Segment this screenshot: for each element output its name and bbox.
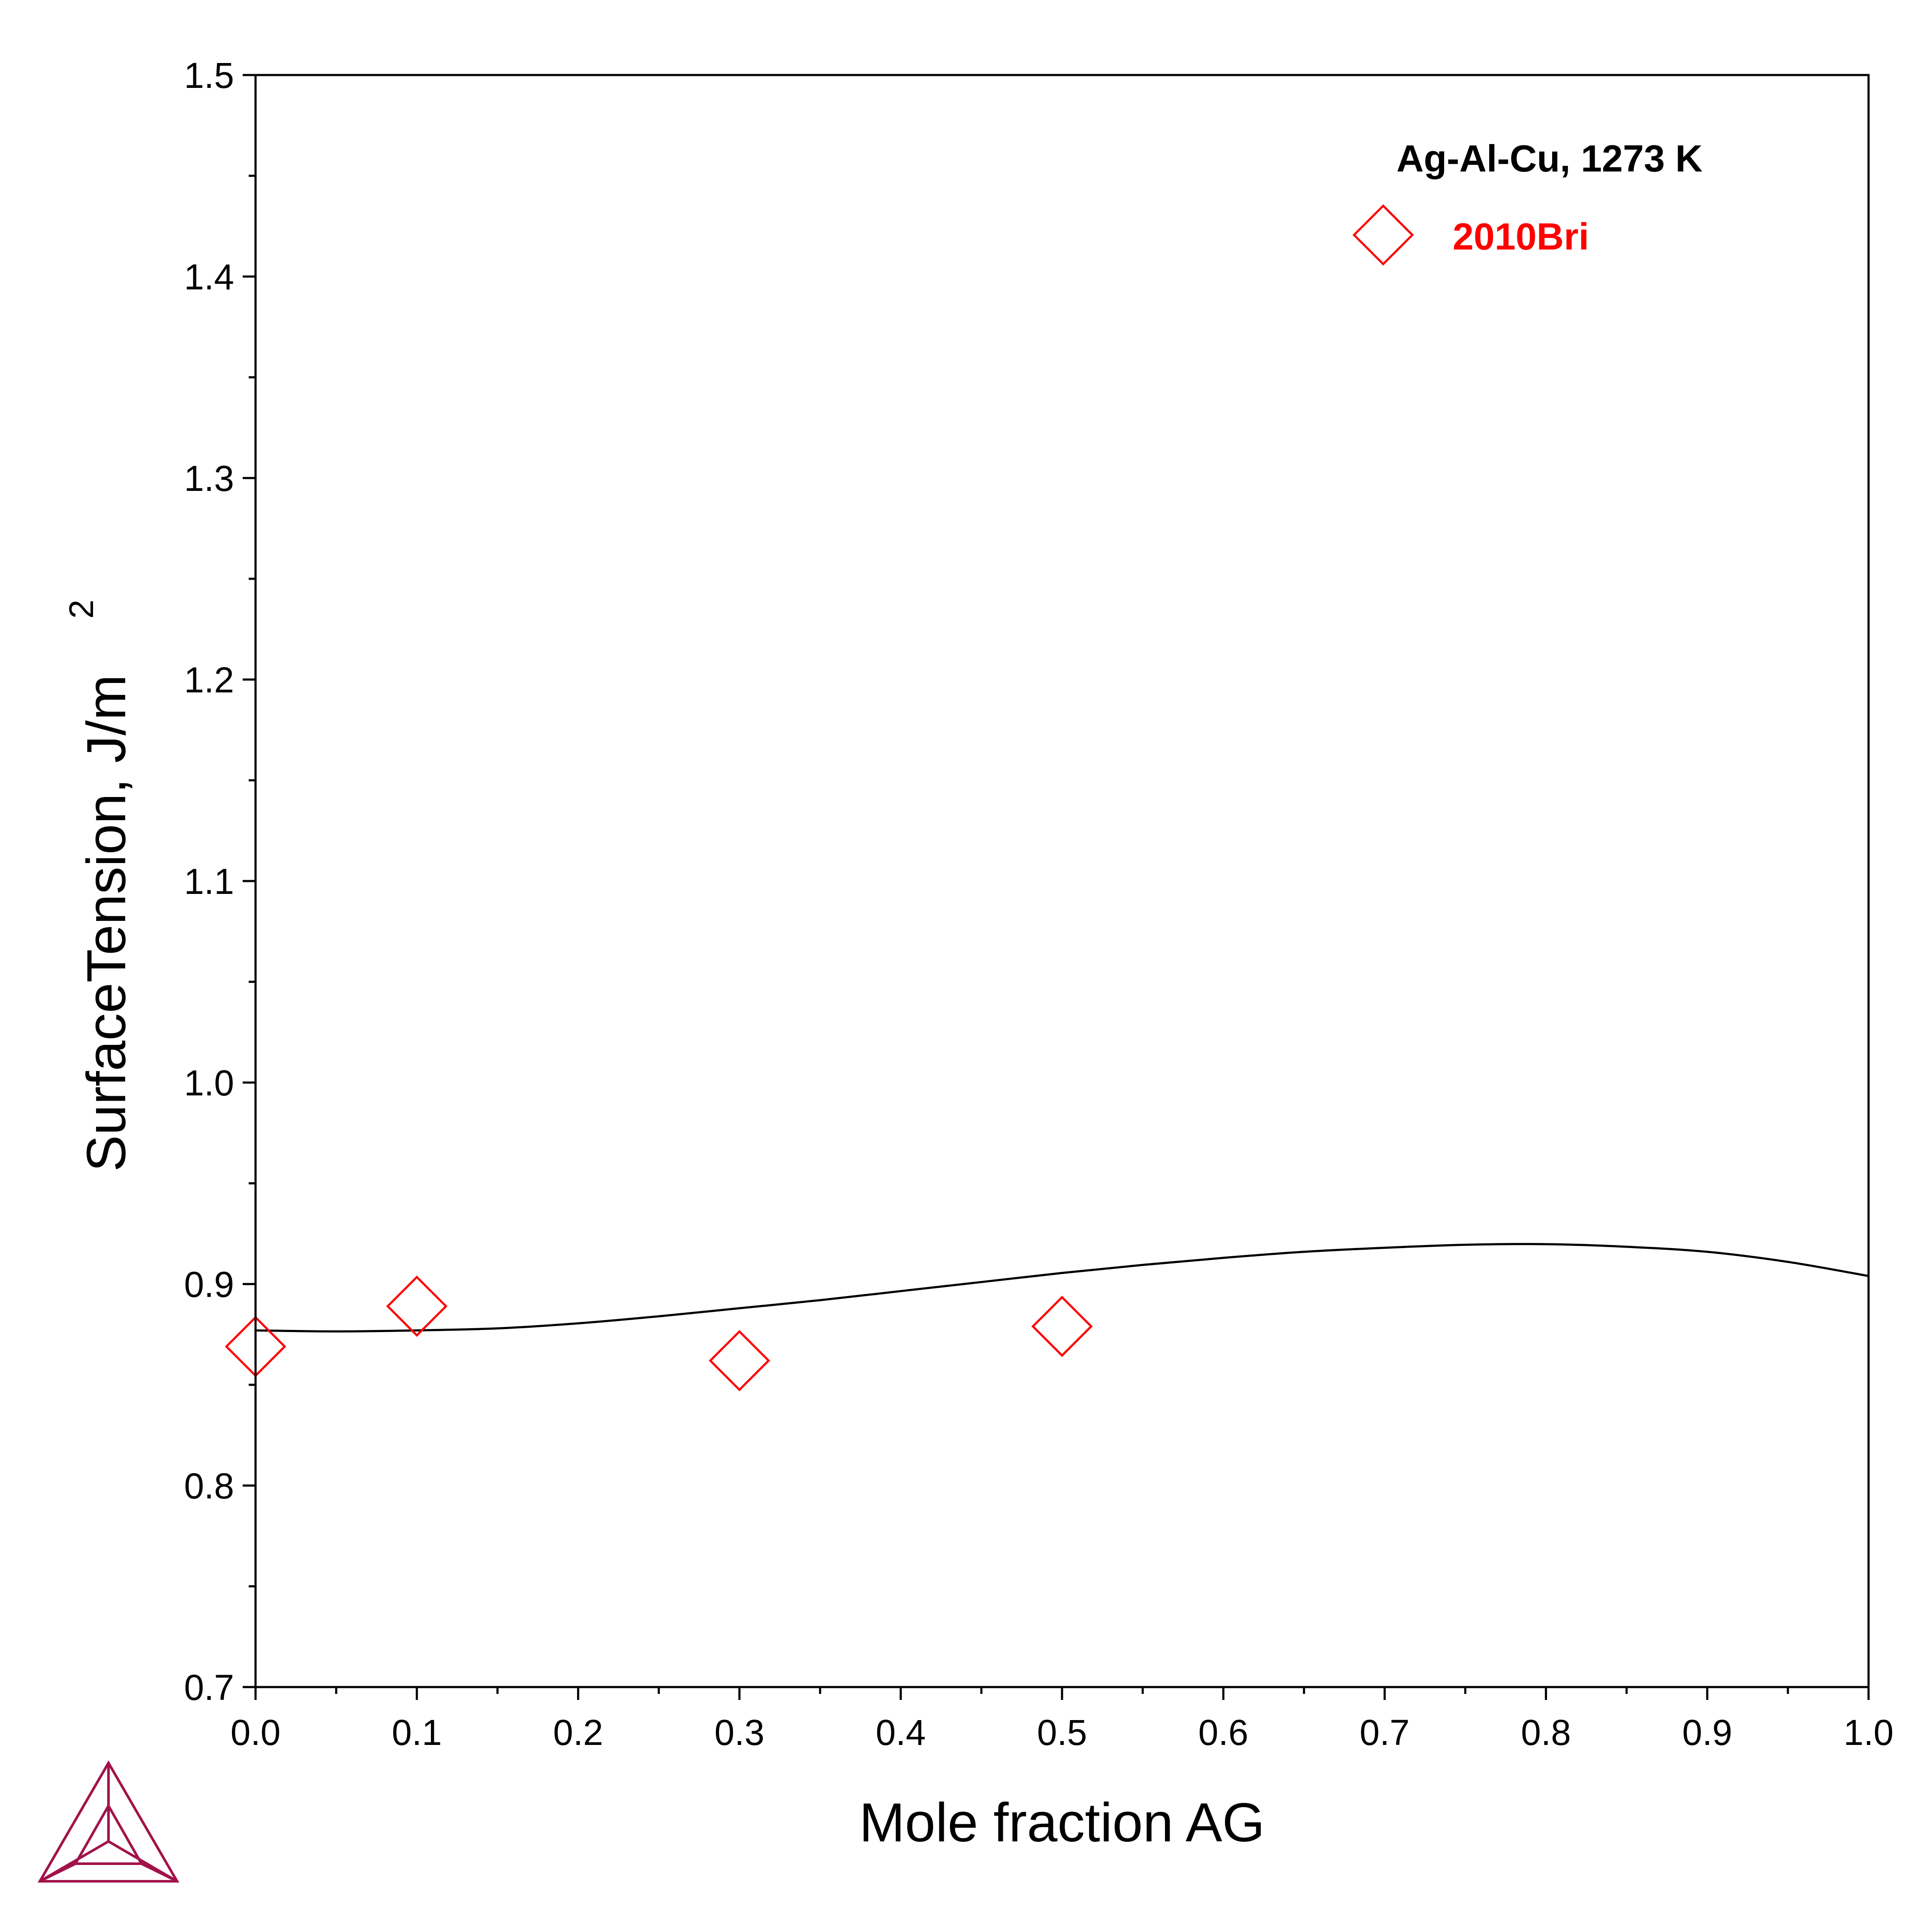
x-tick-label: 0.8 bbox=[1521, 1712, 1571, 1753]
y-axis-label: SurfaceTension, J/m bbox=[76, 674, 137, 1172]
y-tick-label: 0.9 bbox=[184, 1264, 234, 1305]
x-tick-label: 0.4 bbox=[876, 1712, 926, 1753]
y-tick-label: 0.8 bbox=[184, 1466, 234, 1506]
y-tick-label: 1.1 bbox=[184, 861, 234, 902]
y-tick-label: 1.2 bbox=[184, 660, 234, 700]
plot-frame bbox=[254, 74, 1870, 1688]
x-tick-label: 0.0 bbox=[231, 1712, 281, 1753]
x-tick-label: 0.1 bbox=[392, 1712, 442, 1753]
y-tick-label: 1.0 bbox=[184, 1063, 234, 1103]
y-tick-label: 1.4 bbox=[184, 257, 234, 297]
x-axis-ticks: 0.0 0.1 0.2 0.3 0.4 0.5 0.6 0.7 0.8 0.9 1.0 bbox=[231, 1687, 1894, 1753]
x-tick-label: 0.5 bbox=[1037, 1712, 1087, 1753]
calculated-curve bbox=[255, 1243, 1869, 1332]
y-axis-label-superscript: 2 bbox=[62, 600, 100, 619]
legend-title: Ag-Al-Cu, 1273 K bbox=[1396, 137, 1703, 180]
y-tick-label: 0.7 bbox=[184, 1667, 234, 1708]
legend-marker-diamond bbox=[1352, 204, 1414, 266]
x-tick-label: 0.2 bbox=[553, 1712, 603, 1753]
x-tick-label: 0.3 bbox=[714, 1712, 764, 1753]
y-axis-ticks: 0.7 0.8 0.9 1.0 1.1 1.2 1.3 1.4 1.5 bbox=[184, 55, 256, 1708]
thermo-calc-logo bbox=[37, 1760, 180, 1883]
x-tick-label: 0.7 bbox=[1360, 1712, 1410, 1753]
x-tick-label: 1.0 bbox=[1844, 1712, 1894, 1753]
data-point-diamond bbox=[1031, 1296, 1093, 1357]
x-axis-label: Mole fraction AG bbox=[859, 1792, 1265, 1853]
legend-label-2010bri: 2010Bri bbox=[1453, 215, 1589, 258]
x-tick-label: 0.9 bbox=[1682, 1712, 1732, 1753]
data-point-diamond bbox=[386, 1275, 448, 1337]
plot-content bbox=[225, 1243, 1869, 1392]
y-tick-label: 1.3 bbox=[184, 458, 234, 499]
y-tick-label: 1.5 bbox=[184, 55, 234, 96]
legend: Ag-Al-Cu, 1273 K 2010Bri bbox=[1352, 137, 1703, 266]
data-point-diamond bbox=[709, 1330, 770, 1392]
x-tick-label: 0.6 bbox=[1198, 1712, 1249, 1753]
